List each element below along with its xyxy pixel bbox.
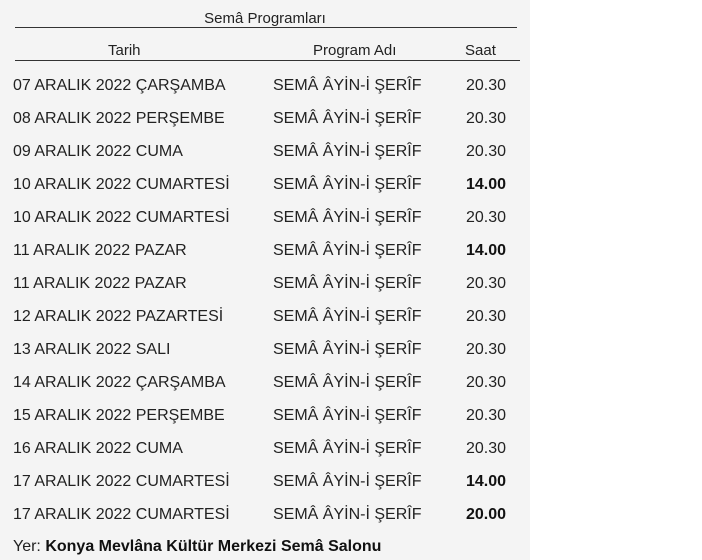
venue-name: Konya Mevlâna Kültür Merkezi Semâ Salonu: [45, 538, 381, 555]
venue-line: Yer: Konya Mevlâna Kültür Merkezi Semâ S…: [13, 537, 381, 557]
table-row: 11 ARALIK 2022 PAZAR SEMÂ ÂYİN-İ ŞERÎF 14.…: [0, 235, 530, 268]
row-program: SEMÂ ÂYİN-İ ŞERÎF: [273, 109, 433, 129]
row-time: 20.00: [466, 505, 506, 525]
schedule-panel: Semâ Programları Tarih Program Adı Saat …: [0, 0, 530, 560]
page-title: Semâ Programları: [15, 10, 515, 28]
row-time: 14.00: [466, 472, 506, 492]
row-program: SEMÂ ÂYİN-İ ŞERÎF: [273, 505, 433, 525]
row-date: 12 ARALIK 2022 PAZARTESİ: [13, 307, 223, 327]
row-date: 14 ARALIK 2022 ÇARŞAMBA: [13, 373, 226, 393]
column-header-date: Tarih: [108, 41, 141, 61]
row-time: 20.30: [466, 340, 506, 360]
row-date: 08 ARALIK 2022 PERŞEMBE: [13, 109, 225, 129]
table-row: 08 ARALIK 2022 PERŞEMBE SEMÂ ÂYİN-İ ŞERÎF…: [0, 103, 530, 136]
row-program: SEMÂ ÂYİN-İ ŞERÎF: [273, 406, 433, 426]
table-row: 15 ARALIK 2022 PERŞEMBE SEMÂ ÂYİN-İ ŞERÎF…: [0, 400, 530, 433]
row-date: 11 ARALIK 2022 PAZAR: [13, 241, 187, 261]
title-divider: [15, 27, 517, 28]
row-program: SEMÂ ÂYİN-İ ŞERÎF: [273, 340, 433, 360]
row-program: SEMÂ ÂYİN-İ ŞERÎF: [273, 274, 433, 294]
row-time: 14.00: [466, 175, 506, 195]
row-time: 20.30: [466, 142, 506, 162]
row-program: SEMÂ ÂYİN-İ ŞERÎF: [273, 76, 433, 96]
row-date: 11 ARALIK 2022 PAZAR: [13, 274, 187, 294]
row-time: 14.00: [466, 241, 506, 261]
row-time: 20.30: [466, 307, 506, 327]
row-time: 20.30: [466, 208, 506, 228]
row-time: 20.30: [466, 274, 506, 294]
row-time: 20.30: [466, 439, 506, 459]
row-program: SEMÂ ÂYİN-İ ŞERÎF: [273, 241, 433, 261]
table-row: 10 ARALIK 2022 CUMARTESİ SEMÂ ÂYİN-İ ŞERÎ…: [0, 169, 530, 202]
table-row: 12 ARALIK 2022 PAZARTESİ SEMÂ ÂYİN-İ ŞERÎ…: [0, 301, 530, 334]
table-row: 13 ARALIK 2022 SALI SEMÂ ÂYİN-İ ŞERÎF 20.3…: [0, 334, 530, 367]
table-row: 17 ARALIK 2022 CUMARTESİ SEMÂ ÂYİN-İ ŞERÎ…: [0, 499, 530, 532]
column-header-program: Program Adı: [313, 41, 396, 61]
table-row: 07 ARALIK 2022 ÇARŞAMBA SEMÂ ÂYİN-İ ŞERÎF…: [0, 70, 530, 103]
row-time: 20.30: [466, 406, 506, 426]
schedule-table-body: 07 ARALIK 2022 ÇARŞAMBA SEMÂ ÂYİN-İ ŞERÎF…: [0, 70, 530, 532]
table-row: 09 ARALIK 2022 CUMA SEMÂ ÂYİN-İ ŞERÎF 20.3…: [0, 136, 530, 169]
row-program: SEMÂ ÂYİN-İ ŞERÎF: [273, 439, 433, 459]
row-date: 10 ARALIK 2022 CUMARTESİ: [13, 175, 230, 195]
column-header-time: Saat: [465, 41, 496, 61]
row-date: 13 ARALIK 2022 SALI: [13, 340, 170, 360]
row-date: 17 ARALIK 2022 CUMARTESİ: [13, 505, 230, 525]
header-divider: [15, 60, 520, 61]
row-program: SEMÂ ÂYİN-İ ŞERÎF: [273, 142, 433, 162]
row-date: 07 ARALIK 2022 ÇARŞAMBA: [13, 76, 226, 96]
table-row: 14 ARALIK 2022 ÇARŞAMBA SEMÂ ÂYİN-İ ŞERÎF…: [0, 367, 530, 400]
table-row: 11 ARALIK 2022 PAZAR SEMÂ ÂYİN-İ ŞERÎF 20.…: [0, 268, 530, 301]
row-date: 09 ARALIK 2022 CUMA: [13, 142, 183, 162]
table-row: 10 ARALIK 2022 CUMARTESİ SEMÂ ÂYİN-İ ŞERÎ…: [0, 202, 530, 235]
row-time: 20.30: [466, 373, 506, 393]
row-time: 20.30: [466, 109, 506, 129]
row-program: SEMÂ ÂYİN-İ ŞERÎF: [273, 373, 433, 393]
row-program: SEMÂ ÂYİN-İ ŞERÎF: [273, 307, 433, 327]
row-program: SEMÂ ÂYİN-İ ŞERÎF: [273, 175, 433, 195]
row-time: 20.30: [466, 76, 506, 96]
table-row: 17 ARALIK 2022 CUMARTESİ SEMÂ ÂYİN-İ ŞERÎ…: [0, 466, 530, 499]
row-program: SEMÂ ÂYİN-İ ŞERÎF: [273, 208, 433, 228]
row-program: SEMÂ ÂYİN-İ ŞERÎF: [273, 472, 433, 492]
row-date: 15 ARALIK 2022 PERŞEMBE: [13, 406, 225, 426]
row-date: 16 ARALIK 2022 CUMA: [13, 439, 183, 459]
row-date: 10 ARALIK 2022 CUMARTESİ: [13, 208, 230, 228]
row-date: 17 ARALIK 2022 CUMARTESİ: [13, 472, 230, 492]
venue-label: Yer:: [13, 538, 41, 555]
table-row: 16 ARALIK 2022 CUMA SEMÂ ÂYİN-İ ŞERÎF 20.3…: [0, 433, 530, 466]
